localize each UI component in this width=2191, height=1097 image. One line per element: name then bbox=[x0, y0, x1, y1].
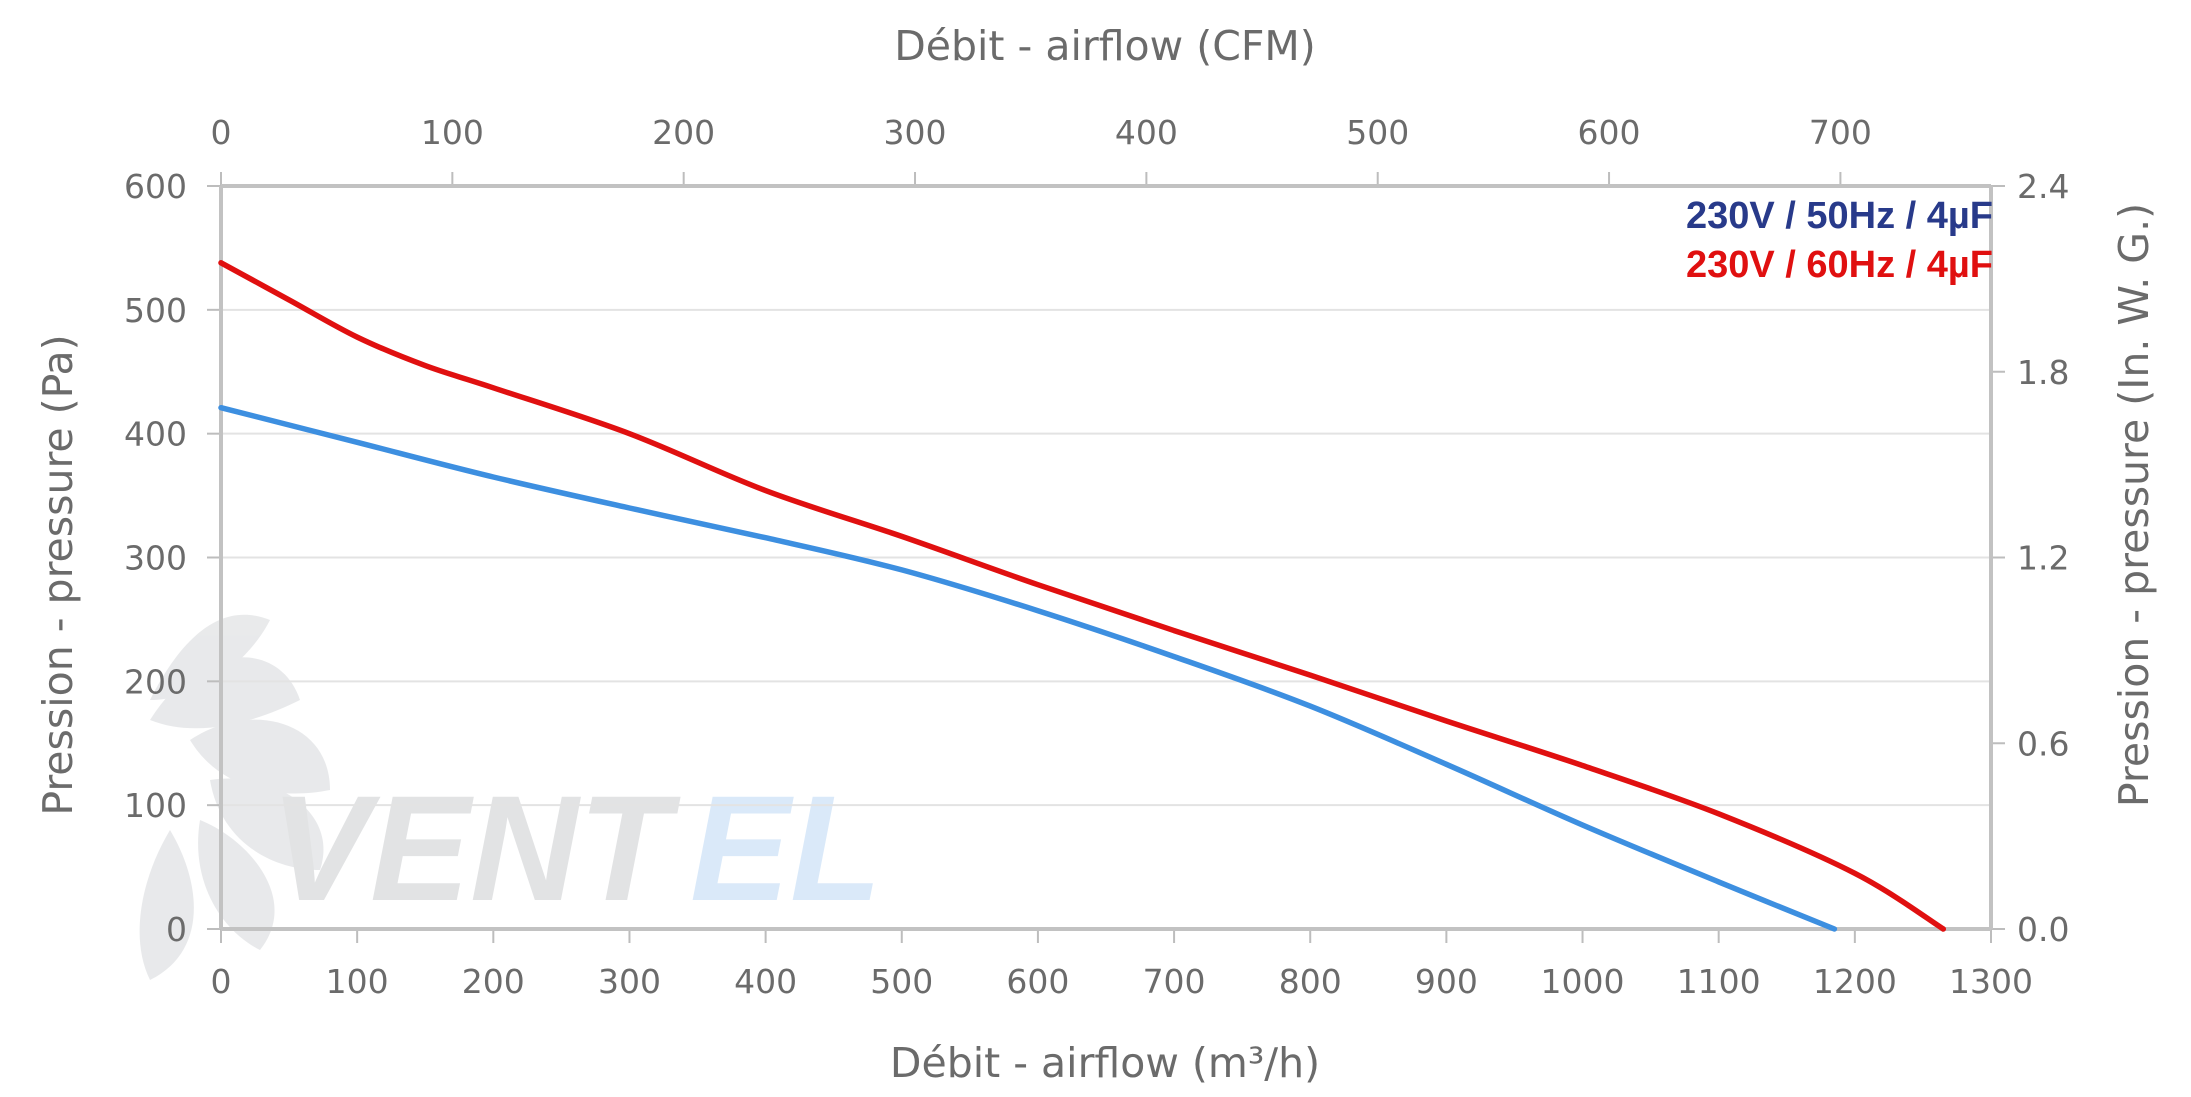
series-line-60hz bbox=[218, 260, 1947, 932]
bottom-axis-title: Débit - airflow (m³/h) bbox=[890, 1039, 1320, 1087]
top-tick-label: 0 bbox=[211, 113, 232, 152]
top-tick-label: 700 bbox=[1809, 113, 1872, 152]
legend: 230V / 50Hz / 4µF 230V / 60Hz / 4µF bbox=[1686, 195, 1993, 286]
bottom-tick-label: 1300 bbox=[1949, 962, 2033, 1001]
left-tick-label: 200 bbox=[124, 662, 187, 701]
left-tick-label: 400 bbox=[124, 415, 187, 454]
left-tick-label: 600 bbox=[124, 167, 187, 206]
logo-text-vent: VENT bbox=[270, 764, 681, 932]
top-tick-label: 500 bbox=[1346, 113, 1409, 152]
bottom-tick-label: 700 bbox=[1143, 962, 1206, 1001]
bottom-tick-label: 0 bbox=[211, 962, 232, 1001]
series-line-50hz bbox=[218, 404, 1838, 932]
top-axis-title: Débit - airflow (CFM) bbox=[894, 22, 1316, 70]
left-tick-label: 500 bbox=[124, 291, 187, 330]
right-tick-label: 1.2 bbox=[2017, 539, 2069, 578]
top-tick-label: 400 bbox=[1115, 113, 1178, 152]
bottom-tick-label: 600 bbox=[1006, 962, 1069, 1001]
bottom-tick-label: 1100 bbox=[1677, 962, 1761, 1001]
bottom-tick-label: 300 bbox=[598, 962, 661, 1001]
bottom-tick-label: 800 bbox=[1279, 962, 1342, 1001]
logo-text-el: EL bbox=[690, 764, 882, 932]
right-tick-label: 2.4 bbox=[2017, 167, 2069, 206]
legend-entry-60hz: 230V / 60Hz / 4µF bbox=[1686, 244, 1993, 286]
bottom-tick-label: 100 bbox=[326, 962, 389, 1001]
top-tick-label: 200 bbox=[652, 113, 715, 152]
plot-frame bbox=[207, 172, 2005, 943]
bottom-tick-label: 1200 bbox=[1813, 962, 1897, 1001]
bottom-tick-label: 500 bbox=[870, 962, 933, 1001]
bottom-tick-label: 400 bbox=[734, 962, 797, 1001]
bottom-tick-label: 900 bbox=[1415, 962, 1478, 1001]
ventel-logo-watermark: VENT EL bbox=[139, 614, 882, 980]
right-axis-title: Pression - pressure (In. W. G.) bbox=[2110, 203, 2158, 807]
left-tick-label: 300 bbox=[124, 539, 187, 578]
legend-entry-50hz: 230V / 50Hz / 4µF bbox=[1686, 195, 1993, 237]
left-tick-label: 0 bbox=[166, 910, 187, 949]
top-tick-label: 100 bbox=[421, 113, 484, 152]
top-tick-label: 600 bbox=[1578, 113, 1641, 152]
series-layer bbox=[218, 260, 1947, 932]
fan-blades-icon bbox=[139, 614, 330, 980]
left-axis-title: Pression - pressure (Pa) bbox=[34, 334, 82, 815]
tick-labels: 0 100 200 300 400 500 600 0 100 200 300 400 500 600 70… bbox=[124, 113, 2069, 1001]
bottom-tick-label: 200 bbox=[462, 962, 525, 1001]
right-tick-label: 1.8 bbox=[2017, 353, 2069, 392]
right-tick-label: 0.0 bbox=[2017, 910, 2069, 949]
right-tick-label: 0.6 bbox=[2017, 724, 2069, 763]
left-tick-label: 100 bbox=[124, 786, 187, 825]
bottom-tick-label: 1000 bbox=[1541, 962, 1625, 1001]
top-tick-label: 300 bbox=[884, 113, 947, 152]
